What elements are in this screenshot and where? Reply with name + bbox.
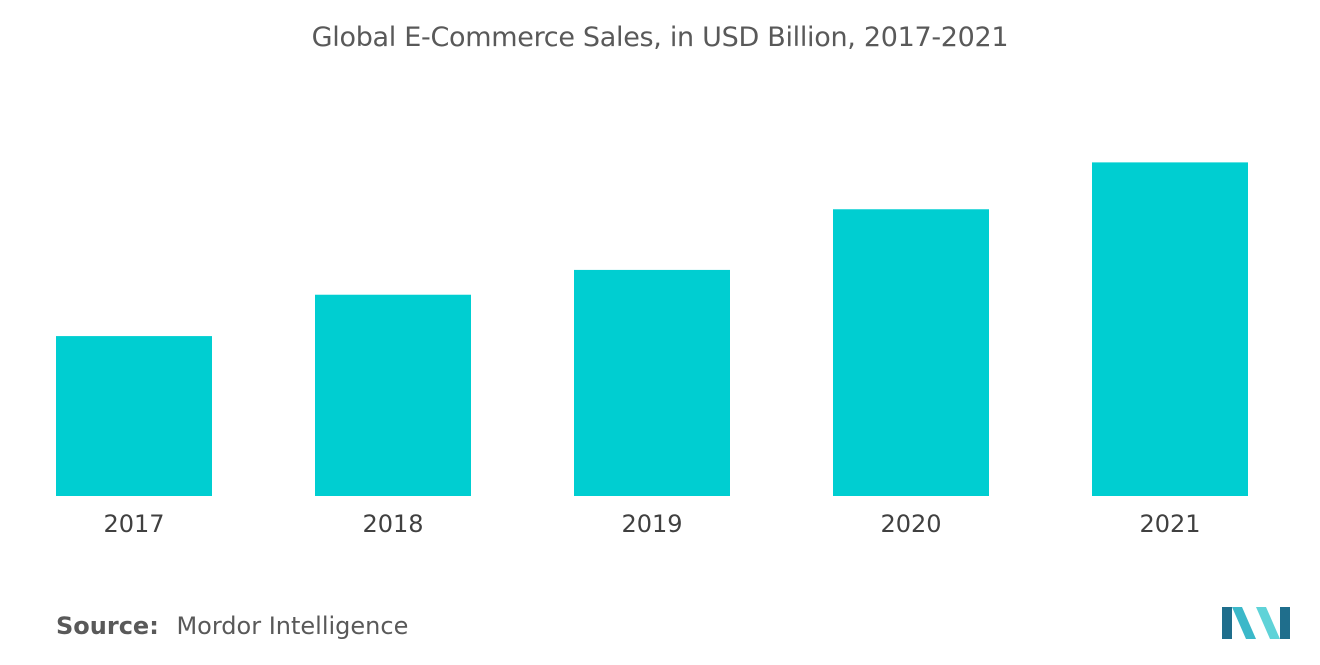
logo-left-diagonal [1232, 607, 1256, 639]
bar-2018 [315, 294, 471, 496]
x-tick-label-2020: 2020 [880, 510, 941, 538]
bar-2017 [56, 336, 212, 496]
source-text: Mordor Intelligence [176, 612, 409, 640]
x-tick-label-2018: 2018 [362, 510, 423, 538]
source-label: Source: [56, 612, 159, 640]
source-line: Source: Mordor Intelligence [56, 612, 408, 640]
mordor-intelligence-logo-icon [1222, 607, 1290, 639]
x-tick-label-2017: 2017 [103, 510, 164, 538]
logo-left-bar [1222, 607, 1232, 639]
x-tick-label-2019: 2019 [621, 510, 682, 538]
logo-right-bar [1280, 607, 1290, 639]
x-tick-labels: 2017 2018 2019 2020 2021 [103, 510, 1200, 538]
bar-2019 [574, 269, 730, 496]
chart-title: Global E-Commerce Sales, in USD Billion,… [311, 22, 1009, 53]
bar-2021 [1092, 162, 1248, 496]
x-tick-label-2021: 2021 [1139, 510, 1200, 538]
logo-right-diagonal [1256, 607, 1280, 639]
bar-2020 [833, 209, 989, 496]
bar-group [56, 162, 1248, 496]
